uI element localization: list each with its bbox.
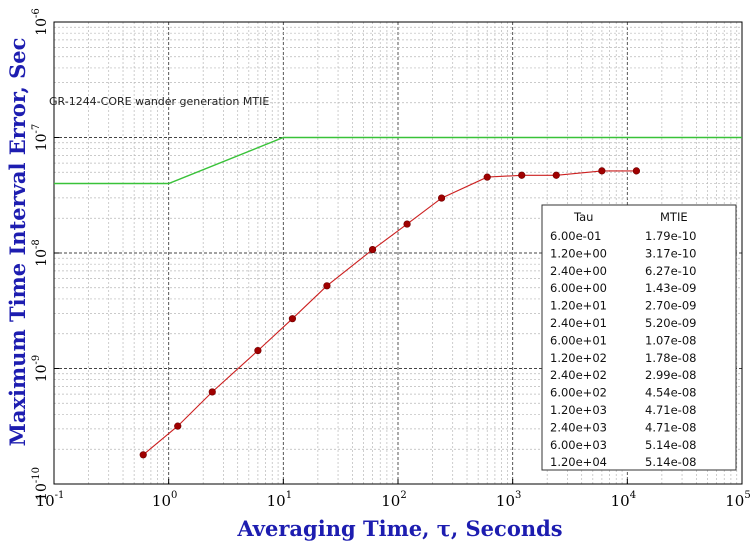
table-cell-tau: 2.40e+02: [550, 368, 607, 382]
table-cell-mtie: 5.20e-09: [645, 316, 696, 330]
y-tick-exponent: -7: [31, 124, 42, 134]
x-tick-label: 104: [611, 490, 636, 510]
table-cell-mtie: 1.79e-10: [645, 229, 696, 243]
y-tick-group: 10-9: [31, 355, 50, 383]
table-cell-tau: 6.00e+01: [550, 333, 607, 347]
table-cell-tau: 1.20e+03: [550, 403, 607, 417]
y-axis-title: Maximum Time Interval Error, Sec: [5, 38, 30, 447]
measured-point: [174, 422, 182, 430]
table-header-mtie: MTIE: [660, 210, 688, 224]
x-axis-title: Averaging Time, τ, Seconds: [236, 516, 562, 541]
x-tick-exponent: 1: [286, 490, 292, 501]
x-tick-exponent: 3: [515, 490, 521, 501]
x-tick-label: 102: [381, 490, 406, 510]
x-tick-exponent: 4: [630, 490, 636, 501]
x-tick-label: 103: [496, 490, 521, 510]
y-tick-label: 10-6: [31, 8, 50, 36]
y-tick-label: 10-10: [31, 467, 50, 501]
measured-point: [632, 167, 641, 175]
measured-point: [437, 194, 446, 202]
x-tick-label: 100: [152, 490, 177, 510]
measured-point: [403, 220, 411, 228]
measured-point: [518, 171, 526, 179]
table-cell-tau: 6.00e-01: [550, 229, 601, 243]
grid: [53, 22, 742, 485]
x-tick-exponent: 0: [171, 490, 177, 501]
table-header-tau: Tau: [573, 210, 593, 224]
table-cell-mtie: 1.43e-09: [645, 281, 696, 295]
table-cell-mtie: 1.78e-08: [645, 351, 696, 365]
table-cell-tau: 1.20e+01: [550, 299, 607, 313]
x-tick-exponent: 5: [744, 490, 750, 501]
table-cell-mtie: 1.07e-08: [645, 333, 696, 347]
y-tick-label: 10-8: [31, 239, 50, 267]
series: [54, 136, 742, 459]
table-cell-mtie: 2.99e-08: [645, 368, 696, 382]
measured-point: [323, 282, 331, 290]
y-tick-label: 10-9: [31, 355, 50, 383]
table-frame: [541, 204, 737, 471]
table-cell-mtie: 4.71e-08: [645, 420, 696, 434]
x-tick-exponent: 2: [400, 490, 406, 501]
measured-point: [598, 167, 606, 175]
table-cell-mtie: 4.71e-08: [645, 403, 696, 417]
table-cell-tau: 6.00e+00: [550, 281, 607, 295]
table-cell-mtie: 4.54e-08: [645, 386, 696, 400]
table-cell-mtie: 3.17e-10: [645, 246, 696, 260]
measured-point: [368, 246, 377, 254]
table-cell-tau: 2.40e+03: [550, 420, 607, 434]
measured-point: [483, 173, 491, 181]
data-table: Tau MTIE 6.00e-01 1.79e-10 1.20e+00 3.17e-10 2…: [541, 204, 737, 471]
y-tick-exponent: -10: [31, 467, 42, 483]
measured-point: [254, 346, 262, 355]
table-cell-mtie: 5.14e-08: [645, 438, 696, 452]
y-tick-exponent: -6: [31, 8, 42, 18]
annotation-text: GR-1244-CORE wander generation MTIE: [49, 95, 269, 108]
y-tick-group: 10-10: [31, 467, 50, 501]
table-cell-tau: 6.00e+02: [550, 386, 607, 400]
table-cell-tau: 1.20e+04: [550, 455, 607, 469]
table-cell-mtie: 5.14e-08: [645, 455, 696, 469]
y-tick-exponent: -8: [31, 239, 42, 249]
measured-point: [288, 315, 297, 323]
table-cell-tau: 1.20e+02: [550, 351, 607, 365]
y-tick-exponent: -9: [31, 355, 42, 365]
y-tick-label: 10-7: [31, 124, 50, 152]
table-cell-tau: 2.40e+00: [550, 264, 607, 278]
table-cell-tau: 1.20e+00: [550, 246, 607, 260]
table-cell-mtie: 6.27e-10: [645, 264, 696, 278]
measured-point: [208, 388, 216, 396]
y-tick-group: 10-8: [31, 239, 50, 267]
x-tick-label: 105: [725, 490, 750, 510]
x-tick-exponent: -1: [55, 490, 65, 501]
table-cell-tau: 2.40e+01: [550, 316, 607, 330]
y-tick-group: 10-7: [31, 124, 50, 152]
table-cell-tau: 6.00e+03: [550, 438, 607, 452]
measured-line: [142, 170, 637, 456]
x-tick-label: 101: [267, 490, 292, 510]
measured-point: [139, 451, 147, 459]
measured-point: [552, 171, 560, 179]
y-tick-group: 10-6: [31, 8, 50, 36]
table-cell-mtie: 2.70e-09: [645, 299, 696, 313]
mask-line: [54, 136, 742, 185]
